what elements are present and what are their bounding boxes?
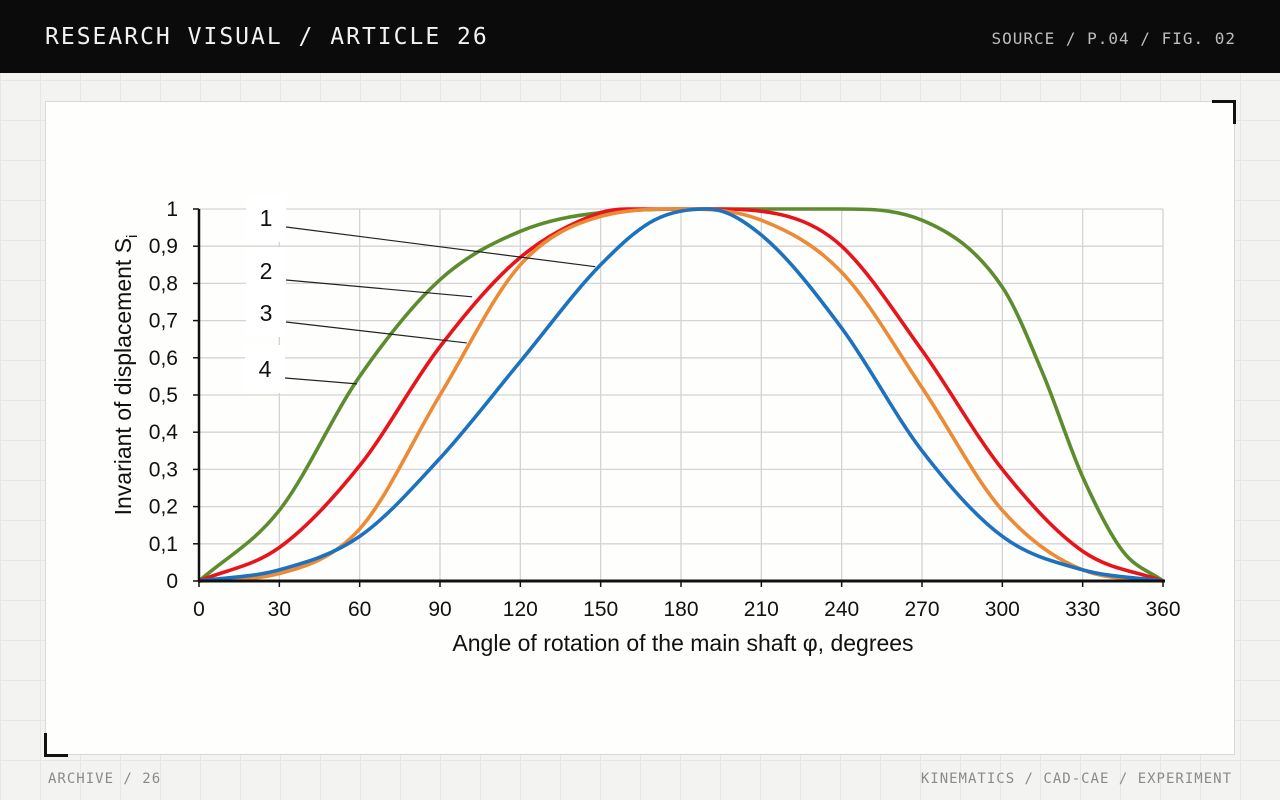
x-axis-label: Angle of rotation of the main shaft φ, d… (452, 630, 913, 656)
curve-leader-line (285, 321, 467, 344)
curve-leader-line (284, 377, 358, 385)
x-tick-label: 30 (268, 598, 291, 621)
y-axis-label-main: Invariant of displacement S (110, 238, 136, 515)
curve-number-label: 4 (259, 356, 272, 382)
source-reference: SOURCE / P.04 / FIG. 02 (991, 29, 1236, 48)
y-tick-label: 1 (166, 198, 178, 221)
chart-series (197, 207, 1165, 583)
y-axis-label: Invariant of displacement Si (110, 235, 141, 516)
y-tick-label: 0,5 (149, 384, 178, 407)
chart-tick-labels: 0 30 60 90 120 150 180 210 240 270 300 330 360 0 0,1 0,… (149, 198, 1181, 621)
y-tick-label: 0,9 (149, 235, 178, 258)
x-tick-label: 360 (1145, 598, 1180, 621)
curve-label-background (246, 194, 286, 242)
y-tick-label: 0,4 (149, 421, 179, 444)
x-tick-label: 300 (985, 598, 1020, 621)
footer-archive: ARCHIVE / 26 (48, 771, 162, 787)
curve-number-label: 1 (260, 205, 273, 231)
x-tick-label: 60 (348, 598, 371, 621)
x-tick-label: 330 (1065, 598, 1100, 621)
y-axis-label-subscript: i (124, 235, 141, 238)
y-tick-label: 0 (166, 570, 178, 593)
y-tick-label: 0,6 (149, 347, 178, 370)
y-tick-label: 0,1 (149, 533, 178, 556)
y-tick-label: 0,8 (149, 272, 178, 295)
series-line-1 (198, 207, 1164, 583)
x-tick-label: 120 (503, 598, 538, 621)
chart-annotations: 1 2 3 4 (245, 194, 596, 393)
y-tick-label: 0,2 (149, 496, 178, 519)
series-line-3 (198, 207, 1164, 583)
header-bar: RESEARCH VISUAL / ARTICLE 26 SOURCE / P.… (0, 0, 1280, 73)
y-tick-label: 0,7 (149, 310, 178, 333)
x-tick-label: 150 (583, 598, 618, 621)
corner-mark-top-right (1212, 100, 1236, 124)
curve-leader-line (285, 226, 596, 268)
page-title: RESEARCH VISUAL / ARTICLE 26 (45, 24, 489, 50)
chart-axes (193, 208, 1165, 587)
x-tick-label: 90 (428, 598, 451, 621)
x-tick-label: 180 (663, 598, 698, 621)
curve-label-background (245, 345, 285, 393)
curve-label-background (246, 247, 286, 295)
x-tick-label: 240 (824, 598, 859, 621)
curve-leader-line (285, 279, 473, 298)
y-tick-label: 0,3 (149, 458, 178, 481)
x-tick-label: 210 (744, 598, 779, 621)
x-tick-label: 0 (193, 598, 205, 621)
x-tick-label: 270 (904, 598, 939, 621)
curve-label-background (246, 289, 286, 337)
curve-number-label: 3 (260, 300, 273, 326)
footer-tags: KINEMATICS / CAD-CAE / EXPERIMENT (920, 771, 1232, 787)
curve-number-label: 2 (260, 258, 273, 284)
corner-mark-bottom-left (44, 733, 68, 757)
